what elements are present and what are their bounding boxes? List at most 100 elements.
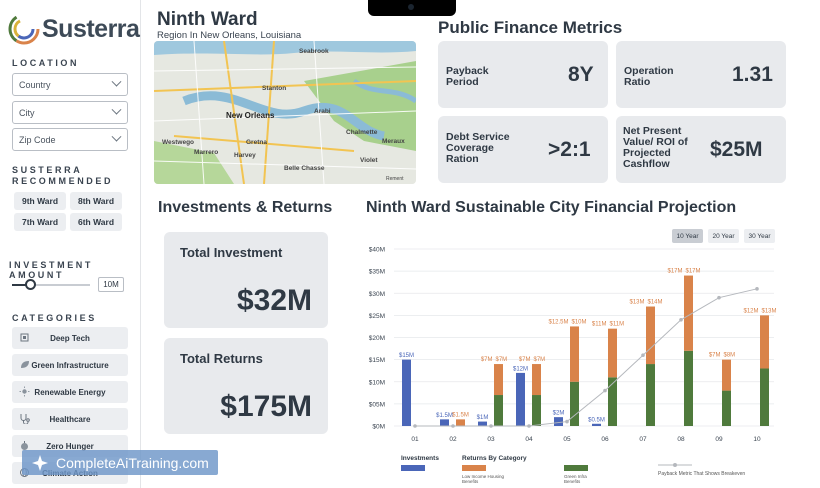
range-button-20-year[interactable]: 20 Year — [708, 229, 739, 243]
ward-button-7th[interactable]: 7th Ward — [14, 213, 66, 231]
metric-label-line: Projected — [623, 147, 671, 159]
total-investment-value: $32M — [236, 284, 312, 317]
bar-label-green-infra: $7M — [496, 357, 508, 363]
bar-low-income — [532, 364, 541, 396]
x-tick-label: 10 — [753, 436, 761, 443]
total-investment-card: Total Investment $32M — [164, 232, 328, 328]
total-returns-value: $175M — [220, 390, 312, 423]
category-deep-tech[interactable]: Deep Tech — [12, 327, 128, 349]
investment-slider-handle[interactable] — [25, 279, 36, 290]
bar-investment — [592, 423, 601, 426]
ward-button-8th[interactable]: 8th Ward — [70, 192, 122, 210]
total-returns-card: Total Returns $175M — [164, 338, 328, 434]
bar-green-infra — [760, 368, 769, 426]
map-label-arabi: Arabi — [314, 108, 331, 115]
bar-low-income — [722, 359, 731, 391]
susterra-logo-icon — [8, 13, 40, 45]
zip-code-select[interactable]: Zip Code — [12, 128, 128, 151]
bar-label-green-infra: $10M — [572, 319, 587, 325]
chevron-down-icon — [111, 131, 122, 142]
investment-amount-label: INVESTMENT AMOUNT — [9, 260, 94, 280]
bar-label-low-income: $12.5M — [548, 319, 568, 325]
bar-green-infra — [722, 390, 731, 426]
metric-value: 8Y — [568, 63, 594, 86]
map-label-new-orleans: New Orleans — [226, 111, 275, 120]
bar-low-income — [570, 326, 579, 382]
metric-card-operation-ratio: Operation Ratio 1.31 — [616, 41, 786, 108]
bar-label-green-infra: $14M — [648, 300, 663, 306]
map-label-violet: Violet — [360, 157, 378, 164]
metric-label-line: Ratio — [624, 76, 651, 88]
city-select[interactable]: City — [12, 101, 128, 124]
map-label-stanton: Stanton — [262, 85, 287, 92]
country-select-placeholder: Country — [19, 79, 51, 90]
category-label: Zero Hunger — [46, 441, 94, 451]
metric-label: Net Present Value/ ROI of Projected Cash… — [623, 126, 688, 170]
map-graphic — [154, 41, 416, 184]
payback-point — [717, 295, 721, 300]
bar-label-green-infra: $17M — [686, 269, 701, 275]
bar-green-infra — [532, 395, 541, 426]
legend-returns-label: Returns By Category — [462, 455, 527, 462]
payback-point — [565, 419, 569, 424]
y-tick-label: $15M — [369, 357, 385, 364]
investment-amount-field[interactable]: 10M — [98, 277, 124, 292]
payback-point — [641, 353, 645, 357]
category-healthcare[interactable]: Healthcare — [12, 408, 128, 430]
payback-point — [679, 318, 683, 322]
legend-green-infra-swatch — [564, 465, 588, 471]
legend-text-line: Low Income Housing — [462, 474, 505, 479]
x-tick-label: 04 — [525, 436, 533, 443]
legend-investments-swatch — [401, 465, 425, 471]
country-select[interactable]: Country — [12, 73, 128, 96]
recommended-label-line2: RECOMMENDED — [12, 176, 114, 186]
watermark-text: CompleteAiTraining.com — [56, 454, 209, 471]
range-button-30-year[interactable]: 30 Year — [744, 229, 775, 243]
investment-slider-fill — [12, 284, 30, 286]
legend-low-income-swatch — [462, 465, 486, 471]
leaf-icon — [18, 358, 31, 371]
bar-low-income — [684, 275, 693, 351]
category-label: Renewable Energy — [34, 387, 106, 397]
metric-value: 1.31 — [732, 63, 773, 86]
bar-green-infra — [684, 350, 693, 426]
metric-label-line: Debt Service — [446, 131, 510, 143]
metric-label-line: Coverage — [446, 142, 494, 154]
bar-investment — [478, 421, 487, 426]
bar-label-green-infra: $11M — [610, 322, 625, 328]
bar-label-low-income: $12M — [743, 308, 758, 314]
total-investment-label: Total Investment — [180, 245, 283, 260]
chevron-down-icon — [111, 76, 122, 87]
map-label-seabrook: Seabrook — [299, 48, 329, 55]
category-renewable-energy[interactable]: Renewable Energy — [12, 381, 128, 403]
x-tick-label: 05 — [563, 436, 571, 443]
range-button-10-year[interactable]: 10 Year — [672, 229, 703, 243]
bar-label-low-income: $7M — [709, 353, 721, 359]
brand-logo[interactable]: Susterra — [8, 12, 140, 46]
bar-label-investment: $0.5M — [588, 417, 605, 423]
metric-value: $25M — [710, 138, 763, 161]
legend-payback-label: Payback Metric That Shows Breakeven — [658, 471, 746, 477]
category-label: Healthcare — [49, 414, 91, 424]
projection-chart: $0M $05M $10M $15M $20M $25M $30M $35M $40M $15M 0… — [369, 247, 777, 444]
x-tick-label: 08 — [677, 436, 685, 443]
x-tick-label: 02 — [449, 436, 457, 443]
watermark-banner: CompleteAiTraining.com — [22, 450, 218, 475]
bar-label-investment: $1.5M — [436, 413, 453, 419]
payback-point — [755, 287, 759, 291]
category-green-infrastructure[interactable]: Green Infrastructure — [12, 354, 128, 376]
investment-slider-track[interactable] — [12, 284, 90, 286]
stethoscope-icon — [18, 412, 31, 425]
sidebar: Susterra LOCATION Country City Zip Code … — [0, 0, 141, 488]
legend-text-line: Benefits — [462, 479, 479, 484]
ward-button-6th[interactable]: 6th Ward — [70, 213, 122, 231]
metric-label-line: Payback — [446, 65, 489, 77]
sparkle-icon — [32, 454, 48, 471]
bar-label-investment: $15M — [399, 353, 414, 359]
ward-map[interactable]: Seabrook New Orleans Arabi Chalmette Wes… — [154, 41, 416, 184]
payback-point — [413, 424, 417, 428]
bar-label-low-income: $7M — [519, 357, 531, 363]
ward-button-9th[interactable]: 9th Ward — [14, 192, 66, 210]
bar-investment — [440, 419, 449, 426]
bar-label-low-income: $11M — [592, 322, 607, 328]
